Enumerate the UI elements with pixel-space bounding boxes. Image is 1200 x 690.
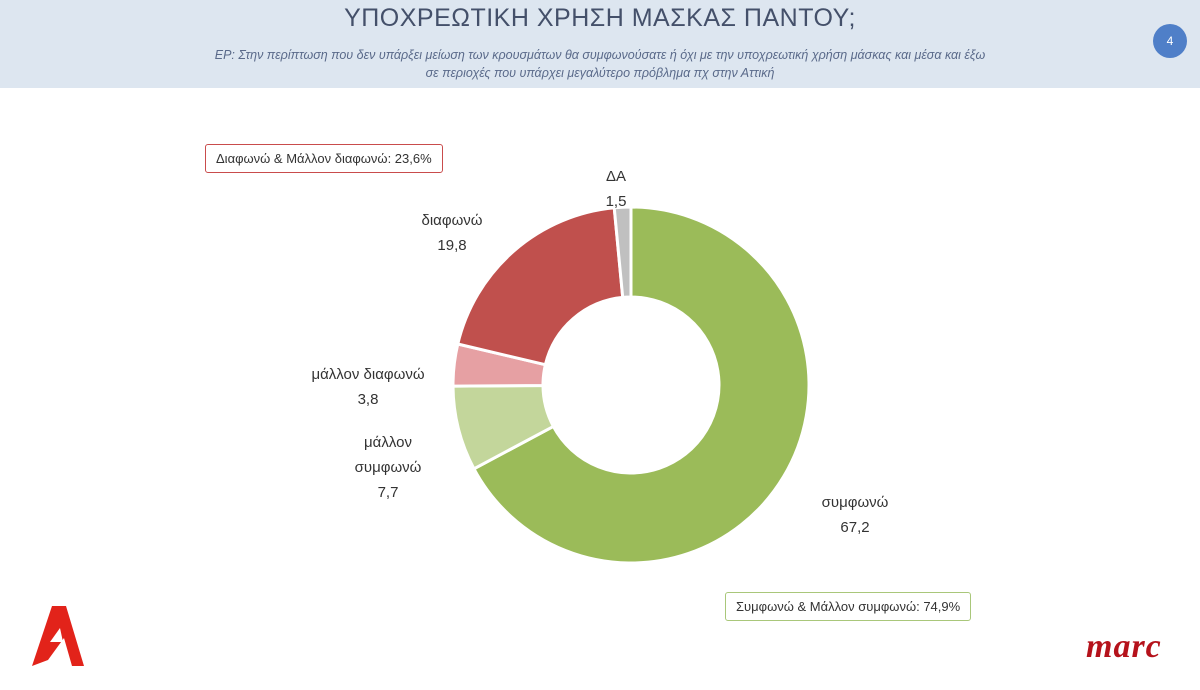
slice-value-4: 1,5: [605, 193, 627, 210]
question-line-1: ΕΡ: Στην περίπτωση που δεν υπάρξει μείωσ…: [214, 48, 986, 62]
alpha-tv-logo: [32, 606, 84, 666]
header-bar: ΥΠΟΧΡΕΩΤΙΚΗ ΧΡΗΣΗ ΜΑΣΚΑΣ ΠΑΝΤΟΥ; ΕΡ: Στη…: [0, 0, 1200, 88]
question-text: ΕΡ: Στην περίπτωση που δεν υπάρξει μείωσ…: [110, 46, 1090, 82]
slice-value-0: 67,2: [840, 519, 870, 536]
marc-logo: marc: [1086, 628, 1162, 665]
slice-label-2: μάλλον διαφωνώ 3,8: [288, 362, 448, 412]
donut-slice-3: [455, 206, 625, 367]
slice-name-3: διαφωνώ: [421, 212, 483, 229]
donut-slice-0: [471, 205, 811, 565]
slice-name-0: συμφωνώ: [821, 494, 889, 511]
donut-slice-4: [612, 205, 633, 300]
page-number-badge: 4: [1153, 24, 1187, 58]
slice-value-3: 19,8: [437, 237, 467, 254]
agree-summary-box: Συμφωνώ & Μάλλον συμφωνώ: 74,9%: [725, 592, 972, 621]
slice-name-4: ΔΑ: [605, 168, 627, 185]
slice-name-1: συμφωνώ: [354, 459, 422, 476]
page-title: ΥΠΟΧΡΕΩΤΙΚΗ ΧΡΗΣΗ ΜΑΣΚΑΣ ΠΑΝΤΟΥ;: [344, 4, 856, 32]
slice-label-3: διαφωνώ 19,8: [372, 208, 532, 258]
slice-name-2: μάλλον διαφωνώ: [311, 366, 425, 383]
question-line-2: σε περιοχές που υπάρχει μεγαλύτερο πρόβλ…: [425, 66, 775, 80]
slice-label-0: συμφωνώ 67,2: [775, 490, 935, 540]
slice-value-1: 7,7: [377, 484, 399, 501]
slice-name-1: μάλλον: [364, 434, 412, 451]
disagree-summary-box: Διαφωνώ & Μάλλον διαφωνώ: 23,6%: [205, 144, 443, 173]
slice-label-4: ΔΑ 1,5: [536, 164, 696, 214]
slice-label-1: μάλλον συμφωνώ 7,7: [308, 430, 468, 505]
slice-value-2: 3,8: [357, 391, 379, 408]
